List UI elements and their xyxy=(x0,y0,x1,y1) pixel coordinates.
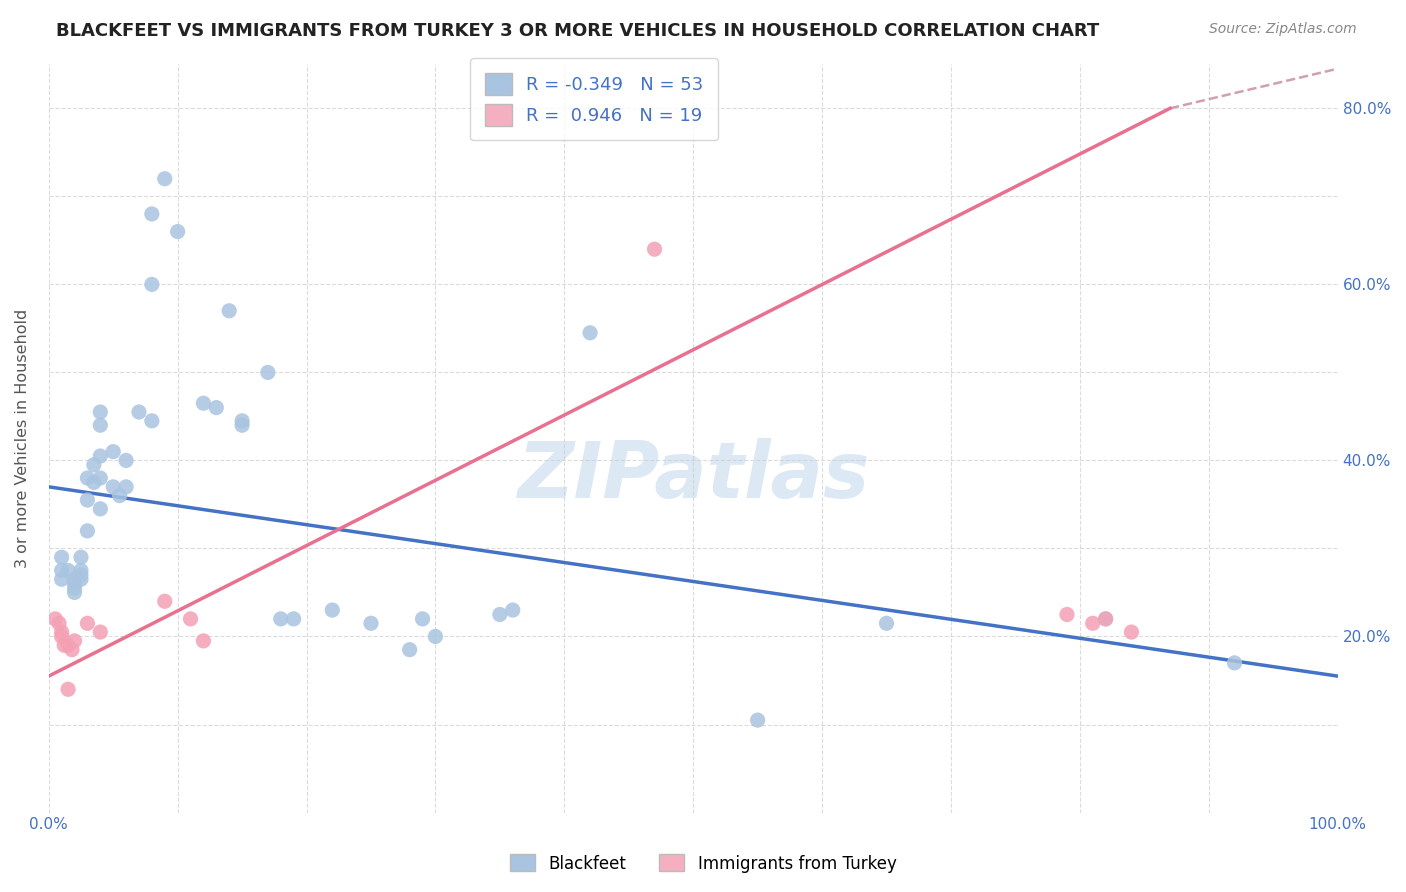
Point xyxy=(141,207,163,221)
Point xyxy=(56,638,79,652)
Point xyxy=(644,242,666,256)
Point xyxy=(89,471,111,485)
Point xyxy=(128,405,150,419)
Point xyxy=(412,612,434,626)
Point xyxy=(115,453,138,467)
Point xyxy=(63,633,86,648)
Point xyxy=(89,405,111,419)
Text: Source: ZipAtlas.com: Source: ZipAtlas.com xyxy=(1209,22,1357,37)
Point xyxy=(56,682,79,697)
Point xyxy=(83,458,105,472)
Point xyxy=(53,638,76,652)
Legend: Blackfeet, Immigrants from Turkey: Blackfeet, Immigrants from Turkey xyxy=(503,847,903,880)
Point xyxy=(1094,612,1116,626)
Point xyxy=(153,594,176,608)
Point xyxy=(1056,607,1078,622)
Point xyxy=(141,414,163,428)
Point xyxy=(1094,612,1116,626)
Point xyxy=(231,414,253,428)
Point xyxy=(579,326,602,340)
Point xyxy=(270,612,292,626)
Point xyxy=(108,489,131,503)
Point xyxy=(747,713,769,727)
Y-axis label: 3 or more Vehicles in Household: 3 or more Vehicles in Household xyxy=(15,309,30,568)
Point xyxy=(193,396,215,410)
Point xyxy=(60,642,83,657)
Point xyxy=(70,550,93,565)
Point xyxy=(321,603,343,617)
Point xyxy=(63,572,86,586)
Point xyxy=(231,418,253,433)
Point xyxy=(153,171,176,186)
Point xyxy=(89,418,111,433)
Legend: R = -0.349   N = 53, R =  0.946   N = 19: R = -0.349 N = 53, R = 0.946 N = 19 xyxy=(470,58,718,140)
Point xyxy=(70,572,93,586)
Point xyxy=(218,303,240,318)
Point xyxy=(83,475,105,490)
Point xyxy=(76,493,98,508)
Point xyxy=(70,567,93,582)
Point xyxy=(63,576,86,591)
Point xyxy=(48,616,70,631)
Point xyxy=(115,480,138,494)
Point xyxy=(56,564,79,578)
Point xyxy=(1121,625,1143,640)
Point xyxy=(76,616,98,631)
Point xyxy=(1081,616,1104,631)
Point xyxy=(44,612,66,626)
Point xyxy=(76,471,98,485)
Point xyxy=(205,401,228,415)
Text: BLACKFEET VS IMMIGRANTS FROM TURKEY 3 OR MORE VEHICLES IN HOUSEHOLD CORRELATION : BLACKFEET VS IMMIGRANTS FROM TURKEY 3 OR… xyxy=(56,22,1099,40)
Point xyxy=(51,572,73,586)
Point xyxy=(166,225,188,239)
Point xyxy=(257,365,280,379)
Point xyxy=(51,564,73,578)
Point xyxy=(141,277,163,292)
Point xyxy=(876,616,898,631)
Point xyxy=(193,633,215,648)
Point xyxy=(1223,656,1246,670)
Point xyxy=(51,625,73,640)
Point xyxy=(89,625,111,640)
Point xyxy=(103,480,125,494)
Point xyxy=(180,612,202,626)
Point xyxy=(103,444,125,458)
Point xyxy=(489,607,512,622)
Point xyxy=(76,524,98,538)
Point xyxy=(51,550,73,565)
Point xyxy=(63,585,86,599)
Point xyxy=(89,501,111,516)
Point xyxy=(89,449,111,463)
Point xyxy=(63,581,86,595)
Point xyxy=(70,564,93,578)
Text: ZIPatlas: ZIPatlas xyxy=(517,438,869,514)
Point xyxy=(51,630,73,644)
Point xyxy=(283,612,305,626)
Point xyxy=(502,603,524,617)
Point xyxy=(425,630,447,644)
Point xyxy=(398,642,420,657)
Point xyxy=(360,616,382,631)
